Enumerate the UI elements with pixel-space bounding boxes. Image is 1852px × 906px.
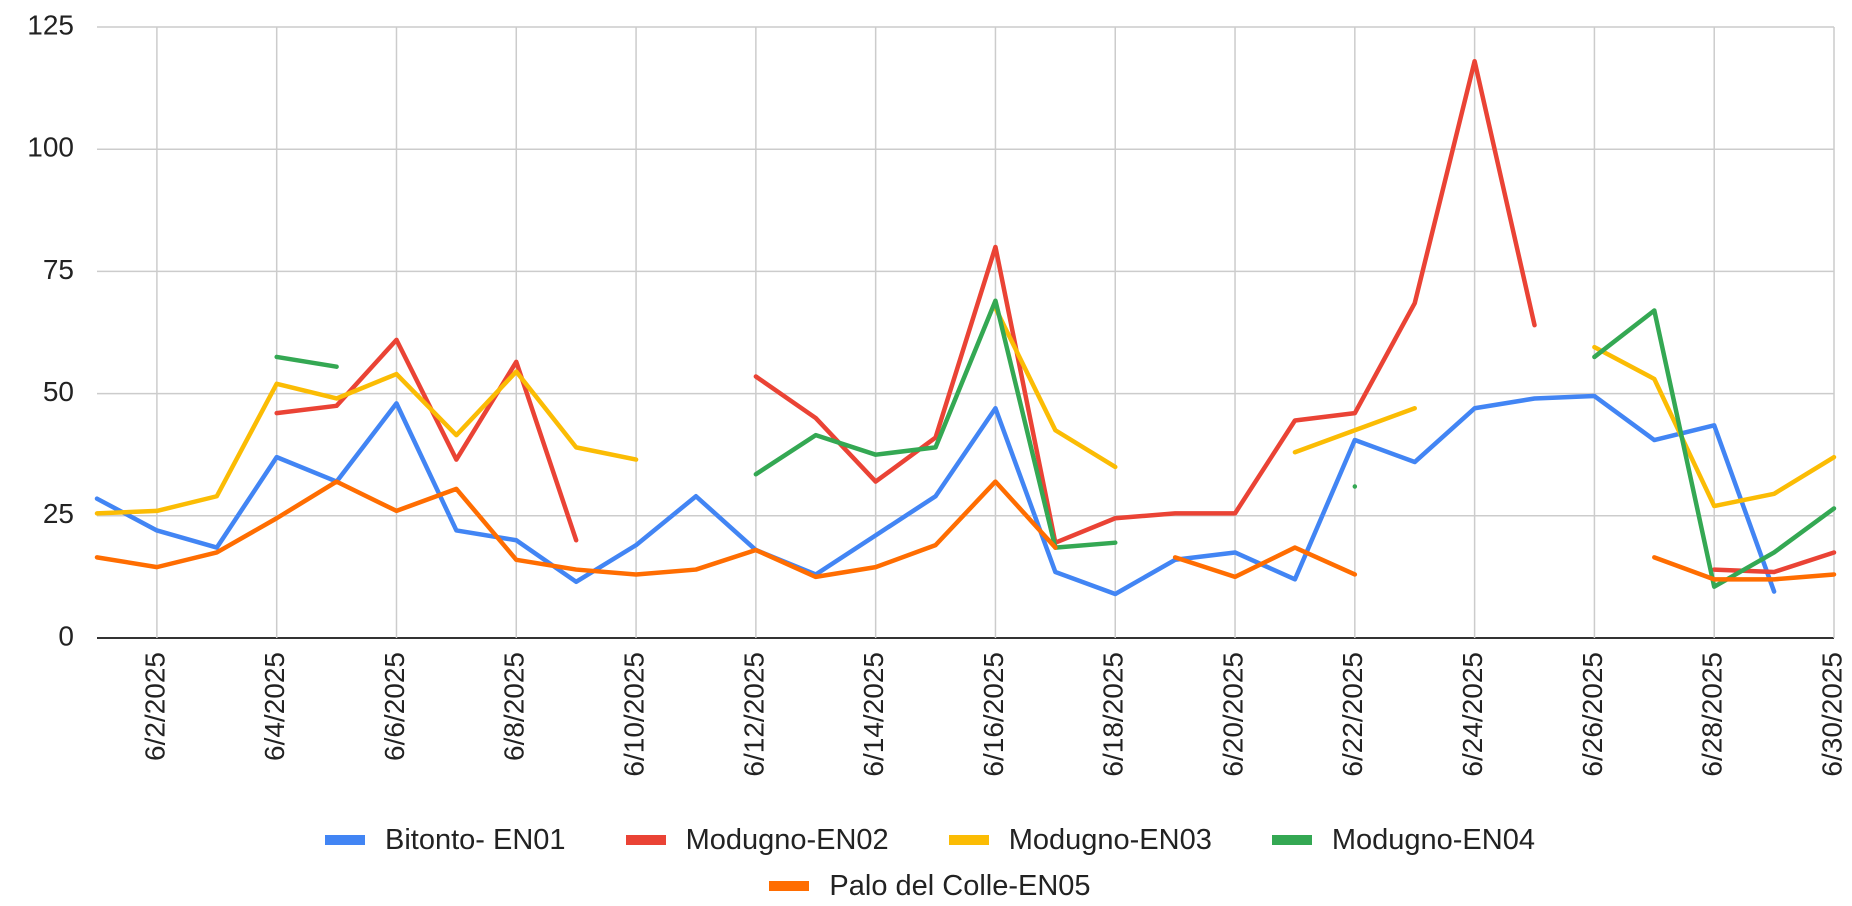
x-tick-label: 6/22/2025: [1337, 652, 1368, 777]
legend-item: Modugno-EN03: [948, 820, 1212, 860]
x-tick-label: 6/18/2025: [1098, 652, 1129, 777]
y-tick-label: 25: [43, 498, 74, 529]
legend-item: Modugno-EN04: [1271, 820, 1535, 860]
legend-label: Modugno-EN03: [1008, 823, 1212, 856]
y-tick-label: 0: [58, 620, 74, 651]
x-tick-label: 6/28/2025: [1697, 652, 1728, 777]
x-tick-label: 6/30/2025: [1816, 652, 1847, 777]
legend-item: Bitonto- EN01: [325, 820, 566, 860]
series-line: [94, 393, 1777, 597]
series-line: [94, 305, 1837, 516]
y-tick-label: 100: [27, 132, 74, 163]
legend-swatch: [625, 835, 666, 845]
legend-label: Modugno-EN02: [685, 823, 889, 856]
series-line: [94, 479, 1837, 582]
x-tick-label: 6/24/2025: [1457, 652, 1488, 777]
legend-item: Modugno-EN02: [625, 820, 889, 860]
x-tick-label: 6/2/2025: [139, 652, 170, 761]
y-tick-label: 125: [27, 9, 74, 40]
series-line: [274, 298, 1837, 589]
legend-swatch: [769, 881, 810, 891]
y-tick-label: 75: [43, 254, 74, 285]
legend-swatch: [948, 835, 989, 845]
x-tick-label: 6/4/2025: [259, 652, 290, 761]
legend-swatch: [1271, 835, 1312, 845]
x-tick-label: 6/16/2025: [978, 652, 1009, 777]
x-tick-label: 6/6/2025: [379, 652, 410, 761]
x-tick-label: 6/12/2025: [738, 652, 769, 777]
x-tick-label: 6/26/2025: [1577, 652, 1608, 777]
legend-label: Bitonto- EN01: [385, 823, 566, 856]
x-tick-label: 6/10/2025: [618, 652, 649, 777]
x-tick-label: 6/8/2025: [499, 652, 530, 761]
legend-item: Palo del Colle-EN05: [769, 866, 1091, 906]
x-tick-label: 6/20/2025: [1217, 652, 1248, 777]
legend-label: Palo del Colle-EN05: [829, 869, 1091, 902]
legend-swatch: [325, 835, 366, 845]
y-tick-label: 50: [43, 376, 74, 407]
legend-label: Modugno-EN04: [1331, 823, 1535, 856]
legend: Bitonto- EN01 Modugno-EN02 Modugno-EN03 Mod…: [150, 820, 1710, 906]
series-line: [274, 58, 1837, 575]
x-tick-label: 6/14/2025: [858, 652, 889, 777]
